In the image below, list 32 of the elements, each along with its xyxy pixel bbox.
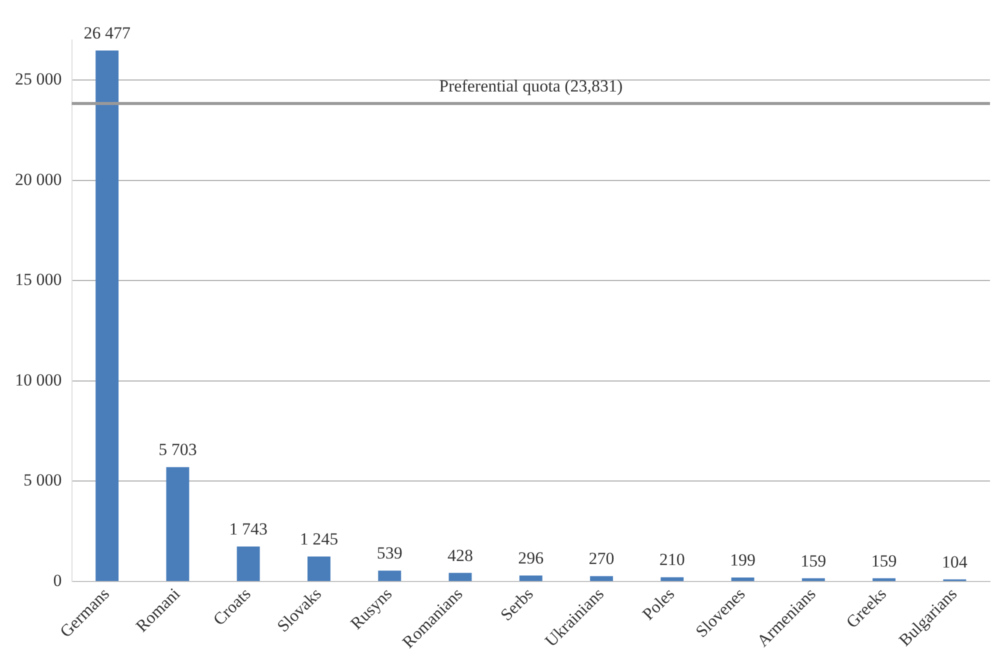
y-tick-label: 20 000 xyxy=(15,170,62,189)
bar xyxy=(378,570,402,581)
bar xyxy=(872,578,896,581)
bar xyxy=(236,546,260,581)
ref-line-label: Preferential quota (23,831) xyxy=(439,76,623,96)
y-tick-label: 15 000 xyxy=(15,270,62,290)
data-label: 5 703 xyxy=(158,440,197,460)
bar xyxy=(731,577,754,581)
data-label: 428 xyxy=(447,546,473,565)
bar xyxy=(448,572,472,581)
data-label: 159 xyxy=(871,551,897,570)
data-label: 296 xyxy=(518,548,544,568)
bar xyxy=(590,576,613,581)
data-label: 26 477 xyxy=(84,23,131,42)
y-tick-label: 25 000 xyxy=(15,70,62,89)
bar xyxy=(660,577,684,581)
bar xyxy=(802,578,825,581)
y-tick-label: 5 000 xyxy=(24,470,62,490)
y-tick-label: 0 xyxy=(53,570,62,590)
data-label: 210 xyxy=(659,550,685,570)
bar xyxy=(166,467,190,581)
data-label: 270 xyxy=(588,549,614,568)
data-label: 1 743 xyxy=(229,520,268,538)
bar xyxy=(519,576,542,581)
data-label: 1 245 xyxy=(300,529,338,548)
data-label: 539 xyxy=(376,544,402,563)
data-label: 199 xyxy=(730,550,756,570)
bar xyxy=(307,556,330,581)
y-tick-label: 10 000 xyxy=(15,370,62,390)
bar xyxy=(96,50,119,581)
data-label: 104 xyxy=(942,552,968,572)
data-label: 159 xyxy=(800,551,826,570)
